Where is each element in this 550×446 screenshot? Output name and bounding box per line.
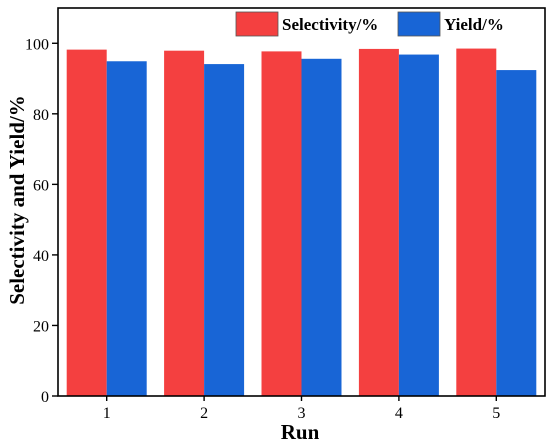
x-tick-label: 2 (200, 405, 208, 422)
bar-yield-run-1 (106, 61, 147, 397)
y-ticks: 0 20 40 60 80 100 (25, 36, 58, 406)
x-tick-label: 3 (298, 405, 306, 422)
y-axis-title: Selectivity and Yield/% (5, 95, 29, 305)
bar-yield-run-5 (496, 70, 537, 396)
x-tick-label: 5 (492, 405, 500, 422)
x-ticks: 1 2 3 4 5 (103, 396, 500, 422)
x-axis-title: Run (281, 420, 320, 444)
y-tick-label: 100 (25, 36, 49, 53)
bar-yield-run-4 (398, 54, 439, 397)
bar-selectivity-run-3 (261, 51, 302, 396)
bar-selectivity-run-5 (456, 48, 497, 397)
legend-swatch-yield (397, 11, 441, 37)
y-tick-label: 60 (33, 177, 49, 194)
y-tick-label: 40 (33, 248, 49, 265)
y-tick-label: 0 (41, 389, 49, 406)
legend-label-selectivity: Selectivity/% (282, 15, 378, 34)
legend-label-yield: Yield/% (444, 15, 504, 34)
bar-yield-run-3 (301, 58, 342, 397)
x-tick-label: 4 (395, 405, 403, 422)
legend: Selectivity/% Yield/% (235, 11, 504, 37)
bars-layer (66, 48, 537, 397)
x-tick-label: 1 (103, 405, 111, 422)
plot-frame (57, 7, 546, 397)
bar-selectivity-run-4 (358, 48, 399, 397)
bar-yield-run-2 (204, 64, 245, 397)
bar-selectivity-run-2 (164, 50, 205, 397)
bar-selectivity-run-1 (66, 49, 107, 396)
y-tick-label: 80 (33, 107, 49, 124)
legend-swatch-selectivity (235, 11, 279, 37)
y-tick-label: 20 (33, 318, 49, 335)
